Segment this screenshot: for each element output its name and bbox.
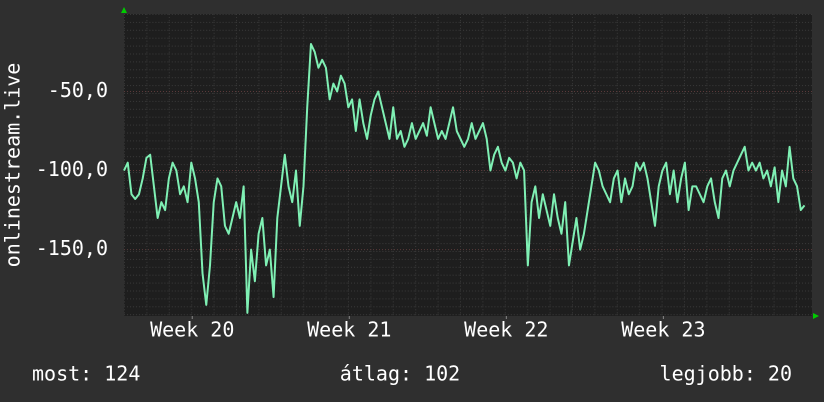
y-axis-label: onlinestream.live	[1, 63, 25, 268]
footer-best: legjobb: 20	[660, 362, 792, 386]
data-line	[123, 43, 806, 314]
x-tick-label: Week 23	[621, 318, 705, 342]
x-tick-label: Week 21	[307, 318, 391, 342]
y-tick-label: -100,0	[36, 157, 108, 181]
x-tick-label: Week 20	[150, 318, 234, 342]
y-tick-label: -50,0	[48, 78, 108, 102]
y-tick-label: -150,0	[36, 236, 108, 260]
y-arrow	[121, 7, 127, 13]
footer-current: most: 124	[32, 362, 140, 386]
footer-average: átlag: 102	[340, 362, 460, 386]
minor-grid	[124, 14, 812, 316]
x-arrow	[813, 313, 819, 319]
x-tick-label: Week 22	[464, 318, 548, 342]
